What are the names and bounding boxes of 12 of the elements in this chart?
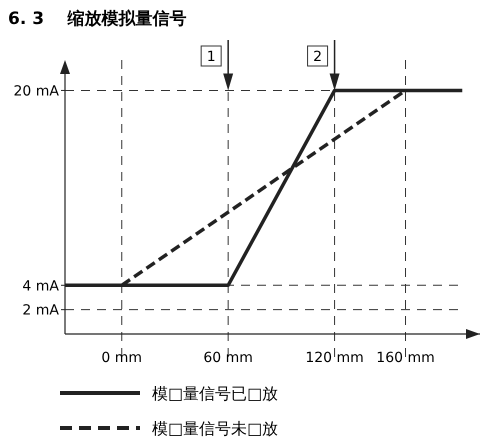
x-tick-label: 60 mm (203, 350, 253, 366)
y-tick-label: 20 mA (14, 83, 60, 100)
x-tick-label: 120 mm (305, 350, 364, 366)
chart-title: 6. 3 缩放模拟量信号 (8, 9, 187, 29)
legend-label: 模□量信号未□放 (152, 419, 278, 438)
x-tick-label: 160 mm (376, 350, 435, 366)
annotation: 1 (206, 49, 216, 65)
legend-label: 模□量信号已□放 (152, 384, 278, 403)
x-tick-label: 0 mm (101, 350, 142, 366)
y-tick-label: 2 mA (22, 302, 60, 319)
y-tick-label: 4 mA (22, 278, 60, 294)
annotation: 2 (313, 49, 322, 65)
